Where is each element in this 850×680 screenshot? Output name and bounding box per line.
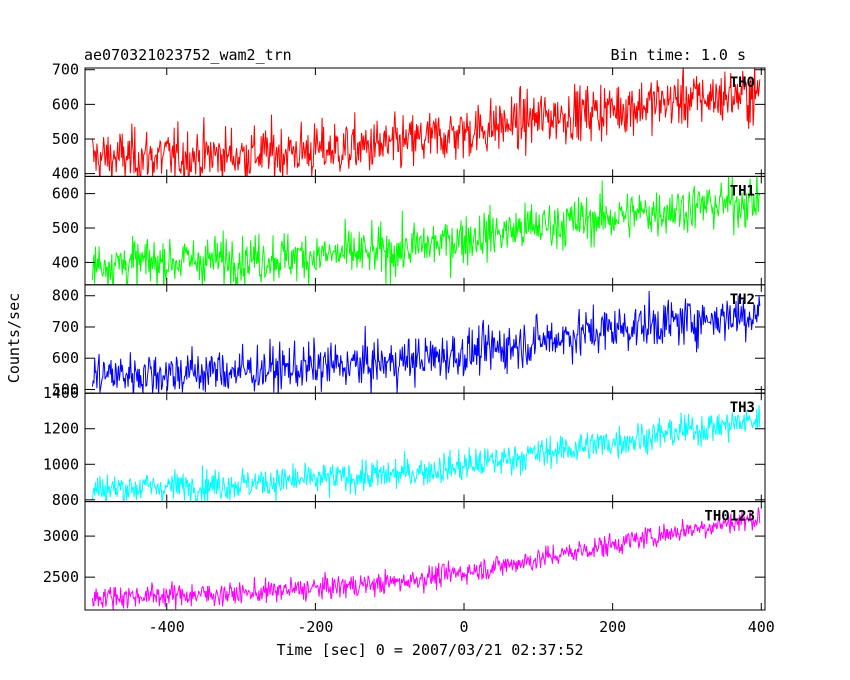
panel-th1: 400 500 600 TH1	[52, 175, 766, 286]
series-line-th2	[91, 290, 761, 394]
y-tick-label: 400	[52, 253, 79, 271]
y-tick-label: 800	[52, 491, 79, 509]
panel-frame	[84, 501, 766, 611]
y-tick-label: 600	[52, 349, 79, 367]
y-tick-label: 3000	[43, 527, 79, 545]
panel-th2: 500 600 700 800 TH2	[52, 284, 766, 398]
bin-time-label: Bin time: 1.0 s	[611, 46, 746, 64]
y-tick-label: 500	[52, 219, 79, 237]
y-tick-label: 1000	[43, 455, 79, 473]
y-axis-label: Counts/sec	[5, 293, 23, 383]
x-tick-label: -400	[149, 618, 185, 636]
x-tick-label: -200	[297, 618, 333, 636]
y-tick-label: 700	[52, 318, 79, 336]
y-tick-label: 2500	[43, 568, 79, 586]
x-tick-label: 0	[460, 618, 469, 636]
x-axis-label: Time [sec] 0 = 2007/03/21 02:37:52	[276, 641, 583, 659]
y-tick-label: 800	[52, 287, 79, 305]
panels-group: 400 500 600 700 TH0 400 500 600 TH1 500 600 700 800 T…	[43, 61, 766, 611]
panel-th0123: 2500 3000 TH0123	[43, 501, 766, 611]
series-line-th0	[91, 68, 761, 177]
chart-title: ae070321023752_wam2_trn	[84, 46, 292, 64]
panel-name-label: TH2	[730, 292, 755, 308]
y-tick-label: 500	[52, 130, 79, 148]
y-tick-label: 1200	[43, 420, 79, 438]
y-tick-label: 400	[52, 165, 79, 183]
y-tick-label: 700	[52, 61, 79, 79]
x-tick-label: 200	[599, 618, 626, 636]
y-tick-label: 500	[52, 380, 79, 398]
panel-name-label: TH0123	[704, 509, 755, 525]
y-tick-label: 600	[52, 95, 79, 113]
y-tick-label: 1400	[43, 384, 79, 402]
x-tick-label: 400	[748, 618, 775, 636]
series-line-th0123	[91, 507, 761, 611]
x-axis: -400 -200 0 200 400	[149, 618, 775, 636]
series-line-th1	[91, 176, 761, 285]
series-line-th3	[91, 405, 761, 502]
panel-name-label: TH1	[730, 183, 755, 199]
panel-name-label: TH0	[730, 75, 755, 91]
panel-name-label: TH3	[730, 400, 755, 416]
y-tick-label: 600	[52, 185, 79, 203]
